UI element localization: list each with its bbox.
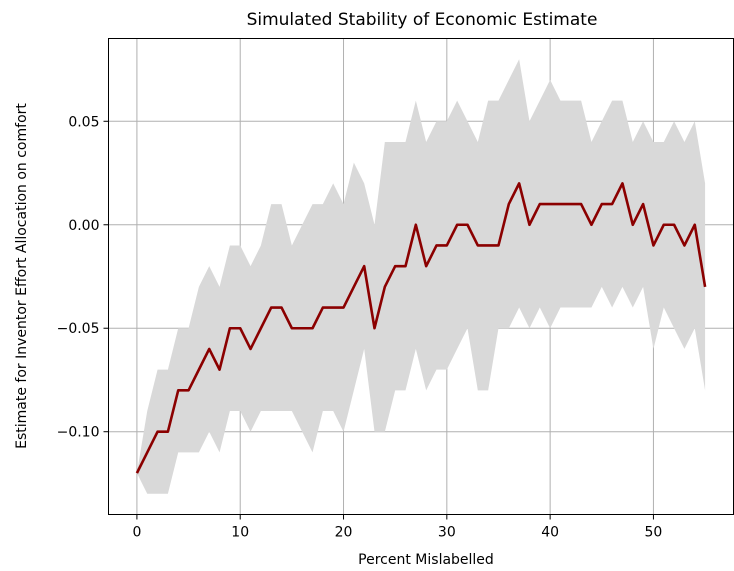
chart-title: Simulated Stability of Economic Estimate [247,10,598,30]
estimate-series-line [135,182,707,474]
estimate-line-layer [135,182,707,474]
x-tick-label-5: 50 [645,525,663,541]
x-axis: 0 10 20 30 40 50 [132,514,663,541]
x-axis-label: Percent Mislabelled [358,552,494,568]
y-tick-label-0: −0.10 [57,425,100,441]
y-tick-label-3: 0.05 [68,114,99,130]
x-tick-label-2: 20 [335,525,353,541]
x-tick-label-0: 0 [132,525,141,541]
x-tick-label-4: 40 [541,525,559,541]
y-axis-label: Estimate for Inventor Effort Allocation … [14,103,30,449]
x-tick-label-3: 30 [438,525,456,541]
y-tick-label-1: −0.05 [57,321,100,337]
confidence-band-layer [136,59,706,494]
x-tick-label-1: 10 [231,525,249,541]
y-tick-label-2: 0.00 [68,218,99,234]
confidence-band [136,59,706,494]
y-axis: −0.10 −0.05 0.00 0.05 [57,114,109,441]
